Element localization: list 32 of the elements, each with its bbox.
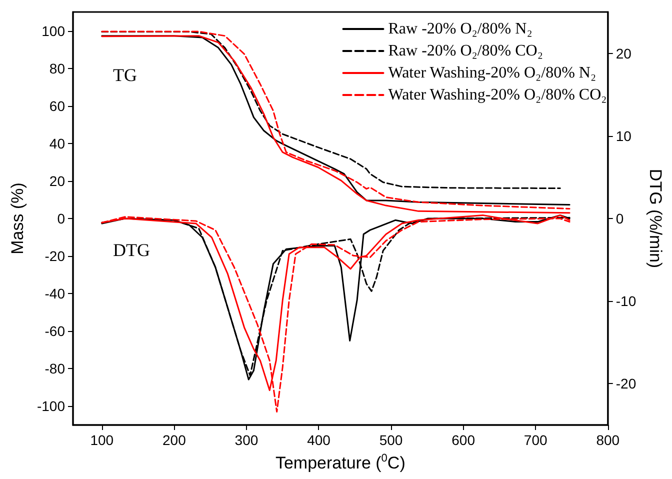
y2-tick-label: -20 <box>616 376 636 392</box>
y-tick-label: -40 <box>44 286 66 302</box>
y-tick-label: 80 <box>49 60 66 76</box>
y-axis-title: Mass (%) <box>8 182 28 254</box>
y2-axis-title: DTG (%/min) <box>646 168 665 268</box>
annotation: TG <box>113 65 137 85</box>
legend-label: Raw -20% O₂/80% CO₂ <box>388 42 543 60</box>
x-tick-label: 500 <box>379 432 403 448</box>
x-tick-label: 800 <box>596 432 620 448</box>
y-tick-label: -60 <box>44 323 66 340</box>
legend-label: Water Washing-20% O₂/80% N₂ <box>388 64 596 82</box>
y2-tick-label: 0 <box>616 210 624 226</box>
x-tick-label: 300 <box>234 432 258 448</box>
y-tick-label: 60 <box>49 98 66 114</box>
x-tick-label: 600 <box>452 432 476 448</box>
legend-label: Water Washing-20% O₂/80% CO₂ <box>388 86 607 104</box>
annotation: DTG <box>113 240 150 260</box>
x-tick-label: 200 <box>162 432 186 448</box>
y-tick-label: 100 <box>42 22 66 39</box>
y2-tick-label: -10 <box>616 293 636 310</box>
y-tick-label: -20 <box>44 248 66 264</box>
y-tick-label: -100 <box>36 398 66 414</box>
y-tick-label: 40 <box>49 135 66 152</box>
x-tick-label: 700 <box>524 432 548 448</box>
x-tick-label: 100 <box>90 432 114 448</box>
y-tick-label: 0 <box>57 210 66 226</box>
y-tick-label: -80 <box>44 360 66 377</box>
legend-label: Raw -20% O₂/80% N₂ <box>388 20 532 38</box>
x-tick-label: 400 <box>307 432 331 448</box>
y2-tick-label: 10 <box>616 128 632 144</box>
y2-tick-label: 20 <box>616 45 632 62</box>
y-tick-label: 20 <box>49 172 66 189</box>
